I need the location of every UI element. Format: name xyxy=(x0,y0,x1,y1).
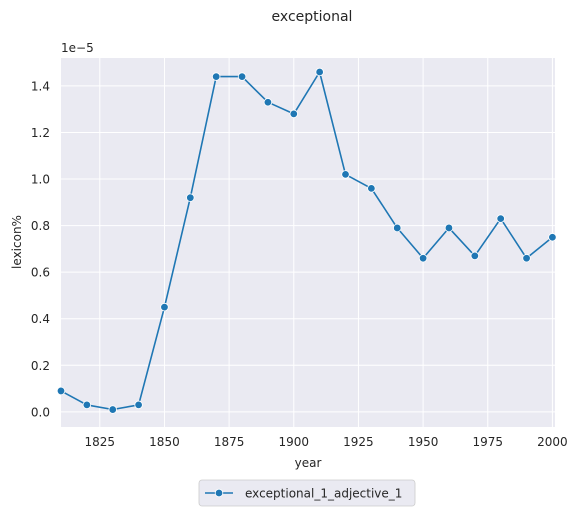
y-tick-label: 1.4 xyxy=(31,79,50,93)
chart-title: exceptional xyxy=(272,9,353,25)
y-tick-label: 0.4 xyxy=(31,312,50,326)
plot-area xyxy=(61,58,555,427)
data-point xyxy=(160,302,169,312)
x-tick-label: 1925 xyxy=(343,435,374,449)
y-tick-label: 0.6 xyxy=(31,266,50,280)
data-point xyxy=(444,223,454,233)
y-axis-label: lexicon% xyxy=(10,215,24,269)
series-layer xyxy=(56,67,557,414)
data-point xyxy=(393,223,402,233)
data-point xyxy=(315,67,324,77)
data-point xyxy=(237,72,247,81)
data-point xyxy=(548,233,557,242)
x-tick-label: 1850 xyxy=(149,435,180,449)
legend-box xyxy=(198,479,416,507)
data-point xyxy=(211,72,221,81)
x-tick-label: 2000 xyxy=(537,435,568,449)
y-tick-label: 0.8 xyxy=(31,219,50,233)
x-axis-ticks: 1825 1850 1875 1900 1925 1950 1975 2000 xyxy=(85,435,568,449)
data-point xyxy=(341,170,350,179)
y-tick-label: 1.2 xyxy=(31,126,50,140)
x-tick-label: 1950 xyxy=(408,435,439,449)
y-tick-label: 1.0 xyxy=(31,173,50,187)
x-tick-label: 1900 xyxy=(279,435,310,449)
x-tick-label: 1825 xyxy=(85,435,116,449)
grid-lines xyxy=(61,58,555,427)
data-point xyxy=(470,251,480,261)
data-point xyxy=(56,386,66,396)
y-tick-label: 0.2 xyxy=(31,359,50,373)
x-tick-label: 1975 xyxy=(472,435,503,449)
data-point xyxy=(289,109,298,119)
data-point xyxy=(522,254,531,263)
x-axis-label: year xyxy=(295,456,322,470)
data-point xyxy=(418,254,428,263)
series-line xyxy=(60,71,553,411)
y-axis-ticks: 0.0 0.2 0.4 0.6 0.8 1.0 1.2 1.4 xyxy=(31,79,50,419)
y-tick-label: 0.0 xyxy=(31,405,50,419)
data-point xyxy=(367,184,376,193)
legend-entry-label: exceptional_1_adjective_1 xyxy=(245,487,402,501)
data-point xyxy=(186,193,195,202)
legend-marker-swatch xyxy=(214,488,224,498)
data-point xyxy=(263,98,273,107)
data-point xyxy=(496,214,505,223)
y-offset-label: 1e−5 xyxy=(61,41,94,55)
data-point xyxy=(134,400,143,410)
data-point xyxy=(82,400,92,410)
data-point xyxy=(108,405,117,414)
x-tick-label: 1875 xyxy=(214,435,245,449)
legend: exceptional_1_adjective_1 xyxy=(198,479,416,507)
